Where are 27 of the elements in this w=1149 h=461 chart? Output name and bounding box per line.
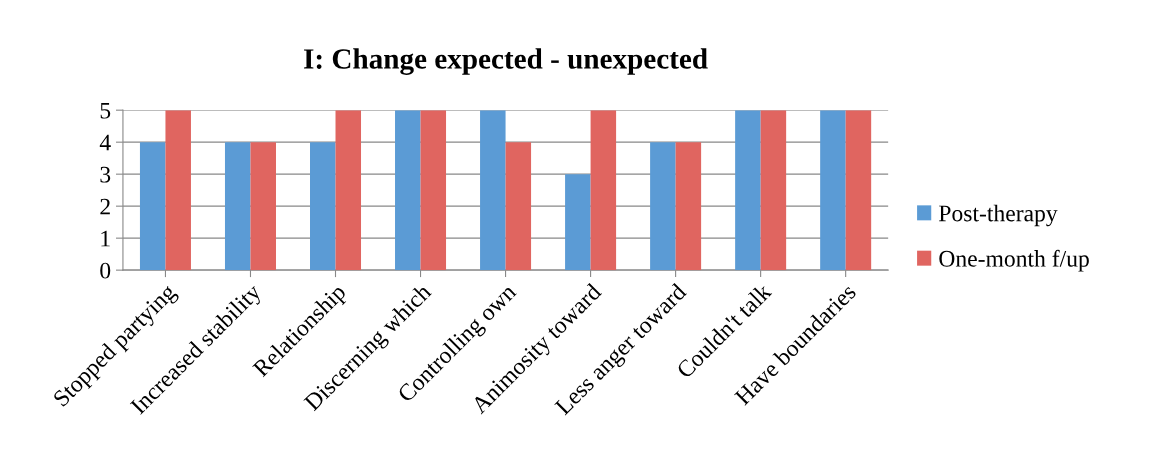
bar (165, 110, 191, 271)
bar (250, 142, 276, 271)
bar (310, 142, 336, 271)
y-tick-label: 5 (100, 102, 111, 119)
bar (650, 142, 676, 271)
bar (565, 174, 591, 271)
bar (675, 142, 702, 271)
y-tick-label: 3 (100, 166, 111, 183)
chart-title: I: Change expected - unexpected (304, 48, 708, 75)
bar (760, 110, 787, 271)
bar (590, 110, 617, 271)
bar (735, 110, 761, 271)
bar (820, 110, 846, 271)
legend-label: One-month f/up (939, 249, 1089, 272)
bar (420, 110, 447, 271)
bar (505, 142, 532, 271)
y-tick-label: 1 (101, 230, 110, 247)
legend-label: Post-therapy (939, 204, 1058, 227)
bar (395, 110, 421, 271)
y-tick-label: 0 (100, 262, 111, 279)
bar (480, 110, 506, 271)
bar (845, 110, 872, 271)
y-tick-label: 4 (99, 134, 111, 151)
bar (139, 142, 166, 271)
bar (335, 110, 362, 271)
y-tick-label: 2 (100, 198, 110, 215)
bar (224, 142, 251, 271)
